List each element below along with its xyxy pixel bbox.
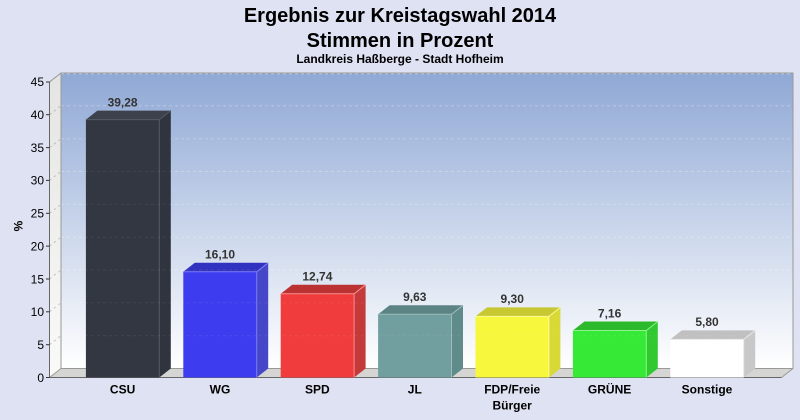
svg-text:16,10: 16,10: [205, 248, 235, 262]
svg-text:Ergebnis zur Kreistagswahl 201: Ergebnis zur Kreistagswahl 2014: [244, 5, 557, 27]
svg-text:5,80: 5,80: [695, 315, 719, 329]
svg-text:CSU: CSU: [110, 383, 135, 397]
svg-text:%: %: [12, 220, 26, 231]
svg-text:30: 30: [31, 174, 45, 188]
svg-text:10: 10: [31, 305, 45, 319]
svg-text:Landkreis Haßberge - Stadt Hof: Landkreis Haßberge - Stadt Hofheim: [296, 52, 503, 66]
svg-text:Sonstige: Sonstige: [682, 383, 733, 397]
svg-text:FDP/Freie: FDP/Freie: [484, 383, 540, 397]
svg-text:SPD: SPD: [305, 383, 330, 397]
svg-text:12,74: 12,74: [302, 270, 332, 284]
svg-text:9,63: 9,63: [403, 290, 427, 304]
svg-text:0: 0: [37, 371, 44, 385]
svg-text:7,16: 7,16: [598, 306, 622, 320]
svg-text:15: 15: [31, 272, 45, 286]
svg-text:35: 35: [31, 141, 45, 155]
svg-text:GRÜNE: GRÜNE: [588, 382, 631, 397]
svg-text:WG: WG: [210, 383, 231, 397]
svg-text:25: 25: [31, 207, 45, 221]
svg-text:JL: JL: [408, 383, 422, 397]
svg-text:39,28: 39,28: [108, 95, 138, 109]
svg-text:45: 45: [31, 75, 45, 89]
svg-text:Bürger: Bürger: [493, 399, 533, 413]
svg-text:Stimmen in Prozent: Stimmen in Prozent: [307, 30, 494, 52]
svg-text:20: 20: [31, 239, 45, 253]
svg-text:9,30: 9,30: [501, 292, 525, 306]
svg-text:40: 40: [31, 108, 45, 122]
svg-text:5: 5: [37, 338, 44, 352]
